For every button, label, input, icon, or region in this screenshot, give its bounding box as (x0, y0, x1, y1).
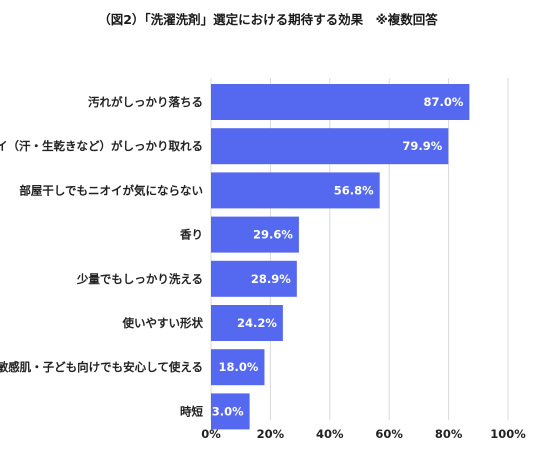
data-label: 24.2% (237, 316, 277, 330)
category-label: 少量でもしっかり洗える (76, 272, 203, 286)
x-tick-label: 80% (435, 427, 463, 441)
category-label: 敏感肌・子ども向けでも安心して使える (0, 360, 203, 374)
data-label: 18.0% (219, 360, 259, 374)
data-label: 28.9% (251, 272, 291, 286)
bar (211, 216, 299, 253)
bar (211, 84, 470, 120)
category-label: 使いやすい形状 (122, 316, 204, 330)
category-label: 部屋干しでもニオイが気にならない (19, 183, 203, 197)
x-tick-label: 0% (201, 427, 221, 441)
x-tick-label: 20% (257, 427, 285, 441)
chart-title: （図2）「洗濯洗剤」選定における期待する効果 ※複数回答 (98, 12, 438, 27)
bar (211, 172, 380, 209)
bar (211, 393, 250, 430)
data-label: 87.0% (423, 95, 463, 109)
category-label: 香り (179, 228, 203, 242)
data-label: 13.0% (204, 404, 244, 418)
data-label: 79.9% (402, 139, 442, 153)
bar (211, 305, 283, 341)
category-label: 汚れがしっかり落ちる (88, 95, 203, 109)
x-tick-label: 100% (490, 427, 526, 441)
data-label: 56.8% (334, 183, 374, 197)
bar (211, 128, 449, 165)
category-label: 時短 (180, 404, 203, 418)
data-label: 29.6% (253, 228, 293, 242)
bar (211, 260, 297, 297)
x-tick-label: 60% (375, 427, 403, 441)
category-label: ニオイ（汗・生乾きなど）がしっかり取れる (0, 139, 203, 153)
x-tick-label: 40% (316, 427, 344, 441)
bar (211, 349, 265, 386)
